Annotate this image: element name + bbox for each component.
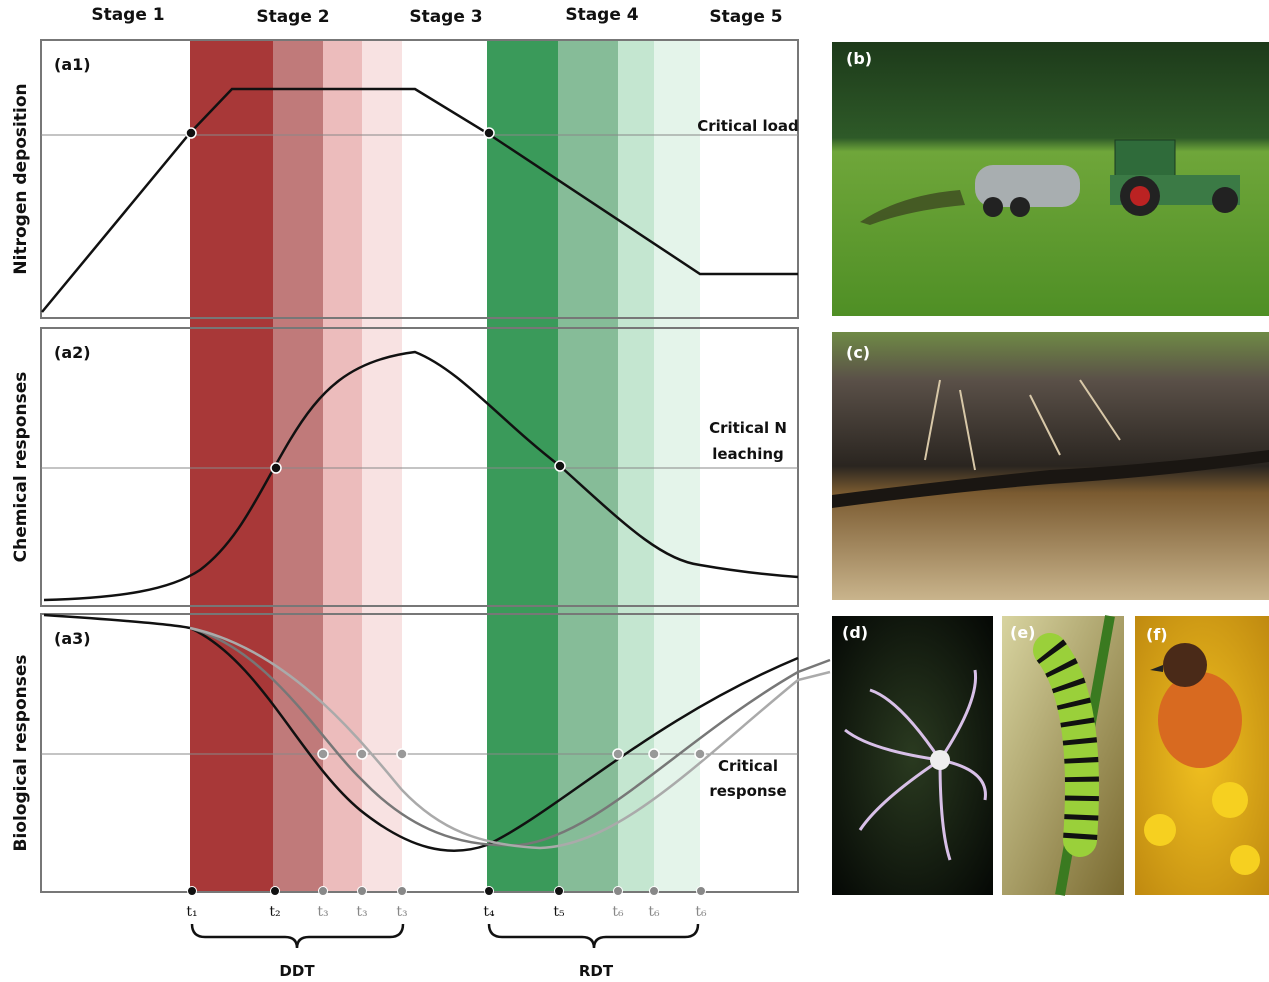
y-axis-label: Nitrogen deposition: [11, 83, 31, 274]
time-marker: [319, 887, 328, 896]
panel-label: (a1): [54, 55, 91, 74]
point: [186, 128, 196, 138]
photo-bird: [1135, 616, 1269, 895]
photo-shape: [983, 197, 1003, 217]
bracket: [489, 924, 698, 948]
time-marker: [697, 887, 706, 896]
figure: Stage 1 Stage 2 Stage 3 Stage 4 Stage 5 …: [0, 0, 1269, 982]
point: [484, 128, 494, 138]
time-label: t₅: [553, 904, 565, 920]
y-axis-label: Chemical responses: [11, 372, 31, 563]
photo-tractor: [832, 42, 1269, 316]
panel-label: (a2): [54, 343, 91, 362]
photo-shape: [1130, 186, 1150, 206]
photo-label: (f): [1146, 625, 1168, 644]
point: [649, 749, 659, 759]
curves: [42, 89, 830, 851]
time-marker: [555, 887, 564, 896]
threshold-label: Critical: [718, 757, 778, 775]
band: [487, 40, 558, 892]
stage-labels: Stage 1 Stage 2 Stage 3 Stage 4 Stage 5: [91, 5, 782, 27]
photo-label: (e): [1010, 623, 1035, 642]
photo-label: (b): [846, 49, 872, 68]
time-label: t₄: [483, 904, 495, 920]
bracket-label: RDT: [579, 962, 614, 980]
brackets: [192, 924, 698, 948]
stage-label: Stage 1: [91, 5, 164, 25]
band: [190, 40, 273, 892]
stage-label: Stage 5: [709, 7, 782, 27]
bracket-label: DDT: [279, 962, 315, 980]
band: [362, 40, 402, 892]
photo-flower: [832, 616, 993, 895]
page: Stage 1 Stage 2 Stage 3 Stage 4 Stage 5 …: [0, 0, 1269, 982]
photo-shape: [1163, 643, 1207, 687]
threshold-label: response: [709, 782, 786, 800]
threshold-label: Critical load: [697, 117, 799, 135]
time-label: t₃: [356, 904, 367, 920]
point: [397, 749, 407, 759]
photo-label: (d): [842, 623, 868, 642]
time-marker: [271, 887, 280, 896]
time-label: t₃: [396, 904, 407, 920]
point: [695, 749, 705, 759]
recovery-bands: [487, 40, 700, 892]
stage-label: Stage 2: [256, 7, 329, 27]
time-label: t₃: [317, 904, 328, 920]
point: [613, 749, 623, 759]
point: [555, 461, 565, 471]
stage-label: Stage 4: [565, 5, 638, 25]
y-axis-label: Biological responses: [11, 654, 31, 851]
time-label: t₆: [612, 904, 624, 920]
point: [271, 463, 281, 473]
time-label: t₆: [648, 904, 660, 920]
photo-label: (c): [846, 343, 870, 362]
photo-shape: [1144, 814, 1176, 846]
time-marker: [358, 887, 367, 896]
threshold-label: leaching: [712, 445, 784, 463]
band: [654, 40, 700, 892]
photo-shape: [1212, 782, 1248, 818]
band: [323, 40, 362, 892]
time-marker: [485, 887, 494, 896]
point: [357, 749, 367, 759]
photo-shape: [1230, 845, 1260, 875]
photo-shape: [1212, 187, 1238, 213]
point: [318, 749, 328, 759]
band: [618, 40, 654, 892]
bracket: [192, 924, 403, 948]
photo-shape: [1010, 197, 1030, 217]
stage-label: Stage 3: [409, 7, 482, 27]
time-marker: [614, 887, 623, 896]
photo-soil: [832, 332, 1269, 600]
time-marker: [188, 887, 197, 896]
threshold-label: Critical N: [709, 419, 787, 437]
photo-caterpillar: [1002, 616, 1124, 895]
time-label: t₆: [695, 904, 707, 920]
panel-label: (a3): [54, 629, 91, 648]
photo-shape: [1158, 672, 1242, 768]
time-marker: [398, 887, 407, 896]
time-marker: [650, 887, 659, 896]
time-label: t₂: [269, 904, 280, 920]
deterioration-bands: [190, 40, 402, 892]
photo-shape: [930, 750, 950, 770]
time-label: t₁: [186, 904, 197, 920]
